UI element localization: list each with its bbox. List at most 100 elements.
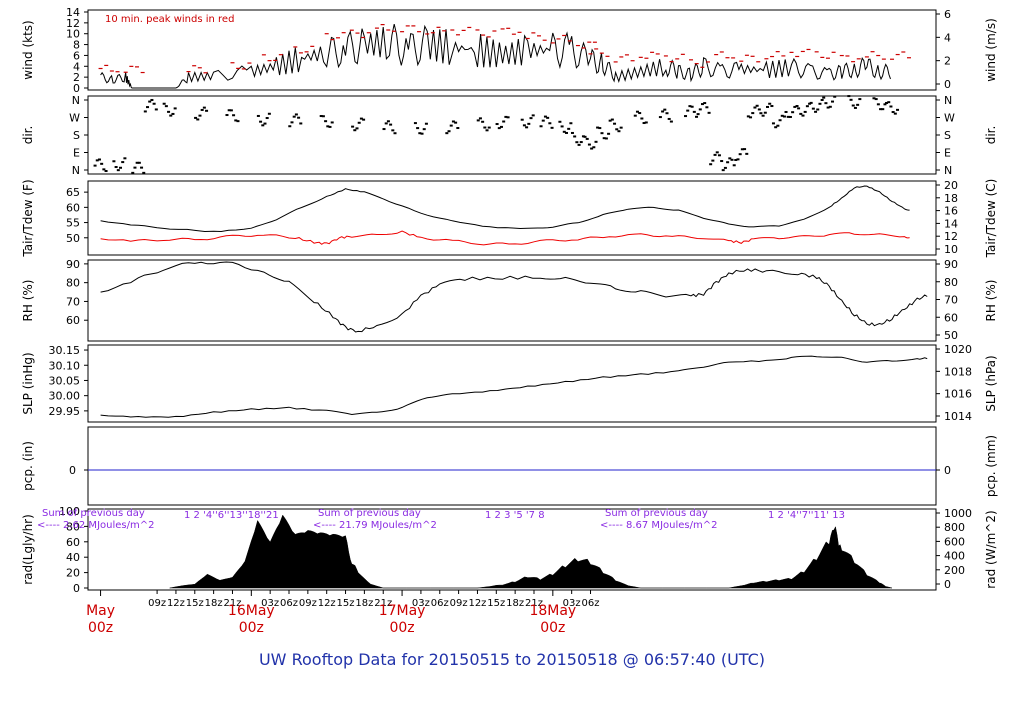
direction-point bbox=[324, 120, 328, 123]
ytick-label-right: N bbox=[944, 94, 952, 107]
direction-point bbox=[695, 115, 699, 118]
peak-annotation: 10 min. peak winds in red bbox=[105, 14, 234, 25]
direction-point bbox=[522, 124, 526, 127]
direction-point bbox=[236, 120, 240, 123]
direction-point bbox=[261, 124, 265, 127]
ytick-label-right: 12 bbox=[944, 230, 958, 243]
date-label: May bbox=[86, 603, 115, 619]
direction-point bbox=[594, 140, 598, 143]
ytick-label-left: 80 bbox=[66, 277, 80, 290]
xtick-label: 18z bbox=[506, 598, 524, 609]
direction-point bbox=[774, 126, 778, 129]
direction-point bbox=[485, 129, 489, 132]
direction-point bbox=[539, 125, 543, 128]
direction-point bbox=[720, 160, 724, 163]
ytick-label-left: 6 bbox=[73, 49, 80, 62]
direction-point bbox=[449, 124, 453, 127]
ytick-label-right: 50 bbox=[944, 329, 958, 342]
panel-frame bbox=[87, 9, 937, 91]
direction-point bbox=[294, 113, 298, 116]
direction-point bbox=[112, 160, 116, 163]
direction-point bbox=[227, 109, 231, 112]
direction-point bbox=[288, 125, 292, 128]
direction-point bbox=[330, 121, 334, 124]
direction-point bbox=[196, 118, 200, 121]
xtick-label: 15z bbox=[337, 598, 355, 609]
direction-point bbox=[164, 105, 168, 108]
direction-point bbox=[818, 102, 822, 105]
panel-pcp: pcp. (in) pcp. (mm) bbox=[21, 426, 998, 506]
ytick-label-left: 20 bbox=[66, 567, 80, 580]
direction-point bbox=[786, 115, 790, 118]
panel-dir: dir. dir. bbox=[21, 95, 998, 175]
date-label: 16May bbox=[228, 603, 275, 619]
direction-point bbox=[583, 135, 587, 138]
direction-point bbox=[362, 118, 366, 121]
direction-point bbox=[579, 141, 583, 144]
ytick-label-right: 0 bbox=[944, 78, 951, 91]
date-label: 17May bbox=[379, 603, 426, 619]
direction-point bbox=[613, 122, 617, 125]
direction-point bbox=[732, 164, 736, 167]
direction-point bbox=[353, 129, 357, 132]
ytick-label-right: 70 bbox=[944, 294, 958, 307]
direction-point bbox=[707, 111, 711, 114]
direction-point bbox=[202, 106, 206, 109]
ylabel-right: RH (%) bbox=[984, 280, 998, 322]
direction-point bbox=[709, 163, 713, 166]
direction-point bbox=[148, 100, 152, 103]
direction-point bbox=[889, 105, 893, 108]
direction-point bbox=[770, 105, 774, 108]
direction-point bbox=[711, 159, 715, 162]
xtick-label: 09z bbox=[148, 598, 166, 609]
daily-sum-value: <---- 21.79 MJoules/m^2 bbox=[313, 520, 437, 531]
direction-point bbox=[617, 130, 621, 133]
ytick-label-right: 90 bbox=[944, 258, 958, 271]
direction-point bbox=[703, 102, 707, 105]
direction-point bbox=[669, 120, 673, 123]
direction-point bbox=[700, 103, 704, 106]
ytick-label-right: 1020 bbox=[944, 343, 972, 356]
direction-point bbox=[499, 125, 503, 128]
direction-point bbox=[619, 126, 623, 129]
ytick-label-left: 80 bbox=[66, 520, 80, 533]
ytick-label-right: 4 bbox=[944, 31, 951, 44]
direction-point bbox=[502, 120, 506, 123]
ytick-label-left: 8 bbox=[73, 39, 80, 52]
direction-point bbox=[256, 114, 260, 117]
direction-point bbox=[123, 157, 127, 160]
direction-point bbox=[826, 106, 830, 109]
direction-point bbox=[721, 169, 725, 172]
direction-point bbox=[851, 104, 855, 107]
direction-point bbox=[610, 118, 614, 121]
direction-point bbox=[590, 147, 594, 150]
direction-point bbox=[755, 104, 759, 107]
direction-point bbox=[483, 126, 487, 129]
direction-point bbox=[234, 119, 238, 122]
direction-point bbox=[793, 105, 797, 108]
direction-point bbox=[232, 114, 236, 117]
direction-point bbox=[520, 118, 524, 121]
ylabel-right: rad (W/m^2) bbox=[984, 510, 998, 588]
direction-point bbox=[104, 170, 108, 173]
direction-point bbox=[393, 132, 397, 135]
direction-point bbox=[265, 117, 269, 120]
xtick-label: 09z bbox=[450, 598, 468, 609]
panel-frame bbox=[87, 95, 937, 175]
ytick-label-left: 55 bbox=[66, 217, 80, 230]
direction-point bbox=[564, 131, 568, 134]
direction-point bbox=[856, 103, 860, 106]
direction-point bbox=[422, 128, 426, 131]
direction-point bbox=[355, 127, 359, 130]
daily-sum-value: <---- 2.62 MJoules/m^2 bbox=[37, 520, 154, 531]
direction-point bbox=[541, 119, 545, 122]
direction-point bbox=[95, 159, 99, 162]
ytick-label-left: N bbox=[72, 94, 80, 107]
direction-point bbox=[768, 102, 772, 105]
ytick-label-left: 50 bbox=[66, 232, 80, 245]
direction-point bbox=[297, 116, 301, 119]
daily-hour-marks: 1 2 3 '5 '7 8 bbox=[485, 510, 545, 521]
direction-point bbox=[891, 111, 895, 114]
direction-point bbox=[730, 158, 734, 161]
direction-point bbox=[487, 126, 491, 129]
